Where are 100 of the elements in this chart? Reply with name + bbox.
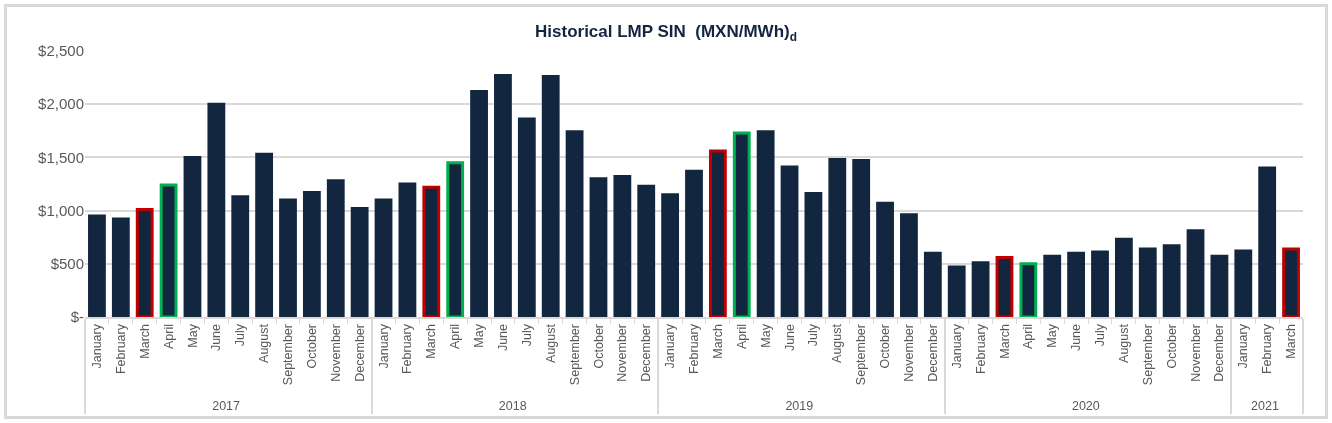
x-tick-label: April — [734, 324, 749, 350]
bar — [494, 73, 512, 317]
bar — [398, 182, 417, 317]
x-tick-label: January — [1236, 323, 1251, 369]
y-tick-label: $500 — [50, 255, 84, 273]
bar — [900, 213, 918, 317]
x-tick-label: February — [400, 323, 415, 375]
bar — [422, 185, 441, 317]
y-tick-label: $2,000 — [38, 95, 84, 113]
x-tick-label: June — [496, 323, 510, 352]
x-tick-label: March — [424, 323, 439, 359]
x-tick-label: July — [806, 323, 821, 347]
bar — [995, 255, 1014, 317]
bar — [1114, 237, 1133, 317]
x-tick-label: August — [543, 323, 558, 363]
x-tick-label: March — [710, 323, 725, 359]
x-tick-label: June — [209, 323, 224, 352]
x-tick-label: February — [1260, 323, 1275, 375]
bar — [302, 191, 321, 317]
bar — [541, 75, 560, 317]
bar — [1162, 244, 1181, 317]
bar — [589, 177, 608, 317]
x-tick-label: February — [973, 323, 988, 375]
bar — [565, 130, 584, 317]
bar — [1067, 251, 1086, 317]
x-tick-label: February — [687, 323, 702, 375]
bar — [326, 179, 345, 317]
x-tick-label: March — [1284, 323, 1299, 359]
x-tick-label: January — [90, 323, 104, 369]
bar — [685, 169, 703, 317]
bar — [374, 198, 393, 317]
bar — [279, 198, 297, 317]
x-tick-label: May — [758, 323, 773, 348]
bar — [756, 130, 775, 317]
bar — [828, 158, 847, 317]
bar — [470, 89, 488, 317]
x-tick-label: September — [281, 324, 296, 386]
y-tick-label: $- — [70, 308, 84, 326]
x-tick-label: January — [376, 323, 391, 369]
bar — [207, 102, 226, 317]
bar — [159, 183, 178, 317]
x-tick-label: April — [1021, 324, 1036, 350]
x-tick-label: September — [1140, 324, 1155, 386]
bar — [708, 149, 727, 317]
bar — [613, 175, 632, 317]
bar — [1186, 229, 1205, 317]
bar — [1091, 250, 1109, 317]
text: 2021 — [1251, 399, 1279, 414]
bar — [255, 152, 274, 317]
x-tick-label: February — [113, 323, 128, 375]
bar — [111, 217, 130, 317]
text: 2020 — [1071, 399, 1100, 414]
bar — [1019, 262, 1038, 317]
x-tick-label: October — [304, 324, 319, 369]
x-tick-label: October — [591, 324, 606, 369]
y-tick-label: $1,000 — [38, 201, 84, 219]
x-tick-label: March — [137, 323, 152, 359]
chart-title: Historical LMP SIN (MXN/MWh)$_{d}$ — [535, 22, 797, 44]
x-tick-label: June — [782, 323, 797, 352]
x-tick-label: May — [1045, 323, 1060, 348]
bar — [876, 201, 894, 317]
x-tick-label: August — [830, 323, 845, 363]
bar — [88, 214, 106, 317]
x-tick-label: October — [1164, 324, 1179, 369]
x-tick-label: April — [161, 324, 176, 350]
bar — [923, 251, 942, 317]
bar — [135, 208, 154, 317]
x-tick-label: May — [472, 323, 487, 348]
bar — [804, 192, 823, 317]
bar — [1043, 254, 1062, 317]
bar — [661, 193, 680, 317]
bar — [446, 161, 465, 317]
bar — [350, 206, 369, 317]
x-tick-label: December — [925, 324, 940, 382]
x-tick-label: May — [185, 323, 200, 348]
x-tick-label: September — [567, 324, 582, 386]
x-tick-label: November — [615, 324, 630, 382]
bar — [183, 155, 202, 317]
bar — [1258, 166, 1277, 317]
x-tick-label: January — [663, 323, 678, 369]
text: 2019 — [785, 399, 814, 414]
bar — [1282, 247, 1300, 317]
x-tick-label: August — [1116, 323, 1131, 363]
x-tick-label: December — [1212, 324, 1227, 382]
x-tick-label: July — [233, 323, 248, 347]
bar — [1138, 247, 1157, 317]
y-tick-label: $2,500 — [38, 42, 84, 60]
x-tick-label: December — [639, 324, 654, 382]
text: 2017 — [212, 399, 241, 414]
text: 2018 — [498, 399, 527, 414]
x-tick-label: December — [352, 324, 367, 382]
bar — [971, 261, 990, 317]
x-tick-label: July — [1093, 323, 1108, 347]
bar — [852, 159, 871, 317]
bar — [517, 117, 536, 317]
x-tick-label: November — [328, 324, 343, 382]
bar — [637, 184, 656, 317]
bar — [780, 165, 799, 317]
x-tick-label: November — [902, 324, 916, 382]
x-tick-label: July — [519, 323, 534, 347]
